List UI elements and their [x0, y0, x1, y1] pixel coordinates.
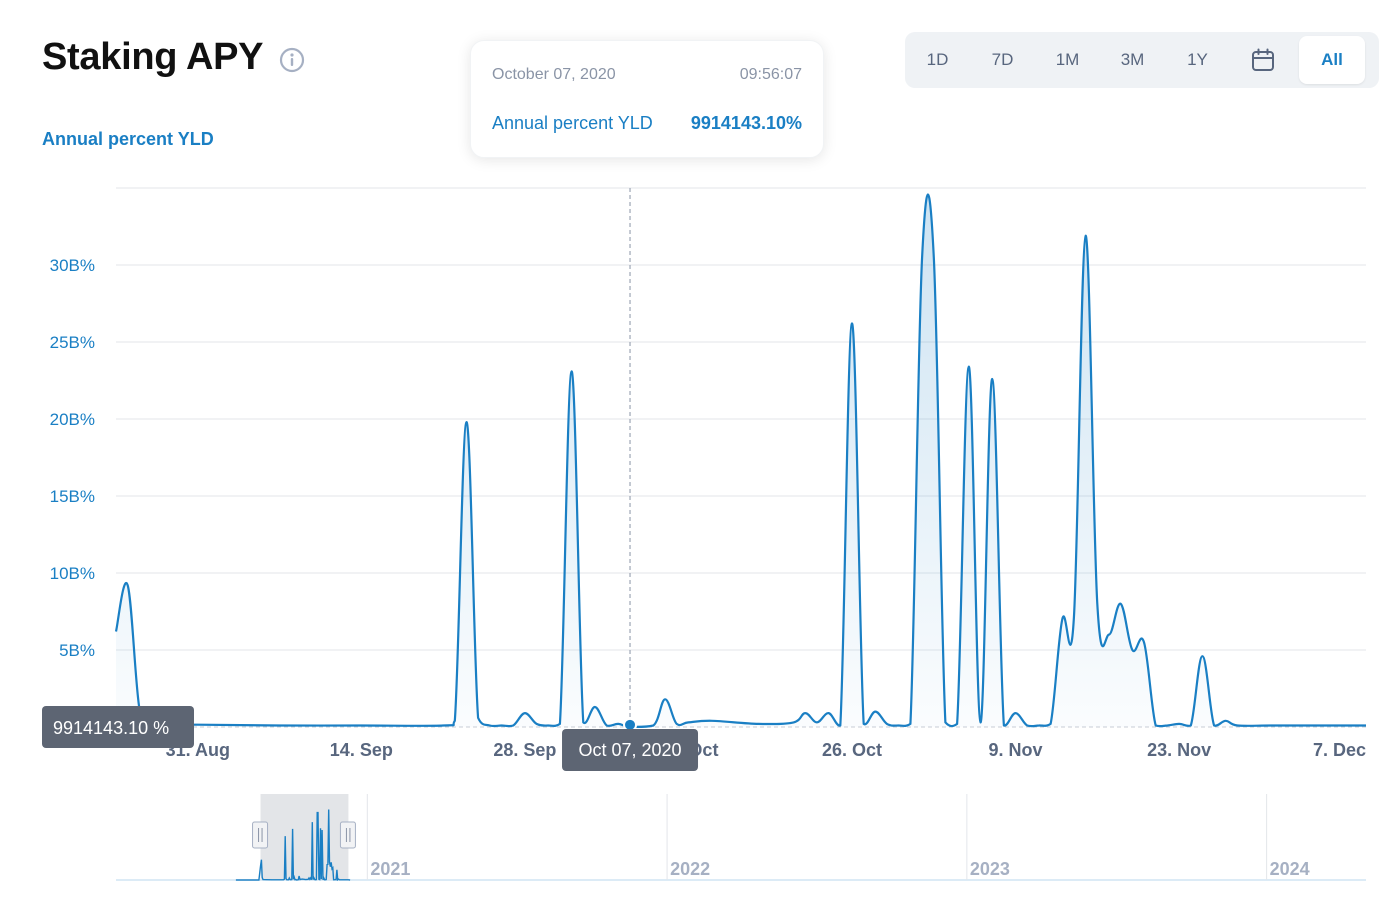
- x-tick-label: 14. Sep: [330, 740, 393, 760]
- info-icon[interactable]: [279, 47, 305, 73]
- x-tick-label: 9. Nov: [989, 740, 1043, 760]
- y-tick-label: 30B%: [50, 256, 95, 275]
- time-range-selector: 1D 7D 1M 3M 1Y All: [905, 32, 1379, 88]
- x-tick-label: 26. Oct: [822, 740, 882, 760]
- x-tick-label: 28. Sep: [493, 740, 556, 760]
- y-tick-label: 15B%: [50, 487, 95, 506]
- crosshair-y-label: 9914143.10 %: [53, 718, 169, 738]
- y-tick-label: 10B%: [50, 564, 95, 583]
- page-title: Staking APY: [42, 36, 264, 78]
- series-line[interactable]: [114, 193, 1366, 728]
- crosshair-x-badge: [562, 729, 699, 771]
- range-1y-button[interactable]: 1Y: [1187, 50, 1208, 69]
- x-tick-label: 7. Dec: [1313, 740, 1366, 760]
- crosshair-y-badge: [42, 706, 194, 748]
- calendar-button[interactable]: [1230, 32, 1295, 88]
- navigator-handle-left[interactable]: [252, 821, 269, 849]
- range-1d-button[interactable]: 1D: [926, 50, 949, 69]
- navigator-year-label: 2021: [370, 859, 410, 879]
- range-1m-button[interactable]: 1M: [1055, 50, 1080, 69]
- y-tick-label: 25B%: [50, 333, 95, 352]
- chart-tooltip: October 07, 2020 09:56:07 Annual percent…: [470, 40, 824, 158]
- range-all-button[interactable]: All: [1299, 36, 1365, 84]
- x-tick-label: 23. Nov: [1147, 740, 1211, 760]
- calendar-icon: [1251, 48, 1274, 71]
- navigator-year-label: 2022: [670, 859, 710, 879]
- tooltip-series-label: Annual percent YLD: [492, 113, 653, 133]
- tooltip-date: October 07, 2020: [492, 66, 616, 83]
- range-7d-button[interactable]: 7D: [991, 50, 1014, 69]
- y-tick-label: 20B%: [50, 410, 95, 429]
- tooltip-time: 09:56:07: [739, 66, 802, 83]
- navigator-series-line: [235, 809, 351, 882]
- navigator-year-label: 2023: [970, 859, 1010, 879]
- series-area: [116, 194, 1366, 727]
- crosshair-x-label: Oct 07, 2020: [578, 740, 681, 760]
- y-tick-label: 5B%: [59, 641, 95, 660]
- range-3m-button[interactable]: 3M: [1120, 50, 1145, 69]
- navigator-handle-right[interactable]: [339, 821, 356, 849]
- navigator-year-label: 2024: [1270, 859, 1310, 879]
- navigator-selection[interactable]: [260, 794, 349, 880]
- tooltip-value: 9914143.10%: [690, 113, 802, 133]
- series-legend-label[interactable]: Annual percent YLD: [42, 129, 214, 149]
